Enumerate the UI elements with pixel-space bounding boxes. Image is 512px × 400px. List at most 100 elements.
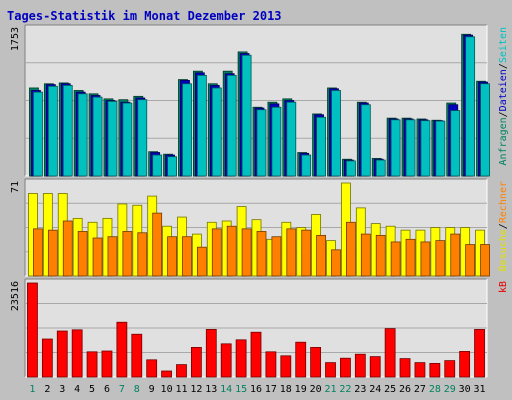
x-tick-label-day-16: 16 bbox=[250, 384, 262, 395]
bar-kb-day-22 bbox=[340, 357, 351, 378]
bar-seiten-day-9 bbox=[152, 154, 163, 177]
bar-kb-day-14 bbox=[220, 343, 232, 378]
x-tick-label-day-8: 8 bbox=[134, 384, 140, 395]
bar-seiten-day-29 bbox=[450, 110, 461, 177]
bar-rechner-day-17 bbox=[271, 236, 282, 277]
x-tick-label-day-21: 21 bbox=[324, 384, 336, 395]
x-tick-label-day-20: 20 bbox=[310, 384, 322, 395]
chart-panels: 1753 Anfragen/Dateien/Seiten 71 Besuche/Rec… bbox=[10, 24, 509, 378]
bar-rechner-day-21 bbox=[331, 249, 341, 277]
legend-entry: kB bbox=[498, 281, 509, 293]
x-tick-label-day-17: 17 bbox=[265, 384, 277, 395]
x-tick-label-day-10: 10 bbox=[161, 384, 173, 395]
bar-kb-day-10 bbox=[161, 370, 172, 378]
bar-seiten-day-28 bbox=[435, 120, 446, 177]
legend-entry: / bbox=[498, 223, 509, 229]
panel-legend: kB bbox=[498, 281, 509, 293]
bar-rechner-day-6 bbox=[107, 236, 118, 277]
bar-seiten-day-21 bbox=[331, 90, 341, 177]
bar-kb-day-29 bbox=[444, 360, 456, 378]
bar-rechner-day-30 bbox=[465, 244, 476, 277]
bar-rechner-day-28 bbox=[435, 240, 446, 277]
bar-kb-day-15 bbox=[235, 339, 247, 378]
legend-entry: / bbox=[498, 63, 509, 69]
bar-rechner-day-8 bbox=[137, 232, 148, 277]
bar-rechner-day-11 bbox=[182, 236, 192, 277]
bar-seiten-day-22 bbox=[346, 160, 356, 177]
bar-rechner-day-4 bbox=[77, 231, 88, 277]
x-tick-label-day-29: 29 bbox=[444, 384, 456, 395]
bar-seiten-day-1 bbox=[33, 91, 43, 177]
x-tick-label-day-12: 12 bbox=[190, 384, 202, 395]
bar-kb-day-21 bbox=[325, 362, 336, 378]
x-tick-label-day-30: 30 bbox=[459, 384, 471, 395]
legend-entry: Rechner bbox=[498, 181, 509, 223]
bar-seiten-day-15 bbox=[241, 54, 252, 177]
bar-kb-day-8 bbox=[131, 333, 143, 378]
bar-rechner-day-3 bbox=[62, 220, 73, 277]
bar-kb-day-11 bbox=[176, 364, 187, 378]
x-tick-label-day-18: 18 bbox=[280, 384, 292, 395]
bar-seiten-day-12 bbox=[196, 74, 207, 177]
bar-seiten-day-4 bbox=[77, 93, 88, 177]
bar-seiten-day-16 bbox=[256, 109, 267, 177]
x-tick-label-day-24: 24 bbox=[369, 384, 381, 395]
bar-seiten-day-25 bbox=[390, 119, 401, 177]
x-tick-label-day-27: 27 bbox=[414, 384, 426, 395]
x-tick-label-day-15: 15 bbox=[235, 384, 247, 395]
bar-seiten-day-30 bbox=[465, 36, 476, 177]
x-tick-label-day-25: 25 bbox=[384, 384, 396, 395]
bar-kb-day-18 bbox=[280, 355, 292, 378]
y-max-label: 71 bbox=[10, 181, 21, 193]
bar-kb-day-26 bbox=[399, 358, 411, 378]
bar-rechner-day-23 bbox=[360, 233, 371, 277]
bar-rechner-day-18 bbox=[286, 228, 297, 277]
y-max-label: 1753 bbox=[10, 27, 21, 51]
bar-seiten-day-24 bbox=[375, 159, 386, 177]
x-tick-label-day-14: 14 bbox=[220, 384, 232, 395]
y-max-label: 23516 bbox=[10, 281, 21, 311]
chart-title: Tages-Statistik im Monat Dezember 2013 bbox=[7, 9, 282, 23]
bar-kb-day-19 bbox=[295, 341, 307, 378]
bar-seiten-day-8 bbox=[137, 99, 148, 177]
bar-rechner-day-5 bbox=[92, 237, 103, 277]
x-tick-label-day-19: 19 bbox=[295, 384, 307, 395]
bar-rechner-day-15 bbox=[241, 228, 252, 277]
bar-kb-day-20 bbox=[310, 347, 322, 378]
bar-rechner-day-9 bbox=[152, 212, 163, 277]
x-tick-label-day-22: 22 bbox=[339, 384, 351, 395]
bar-rechner-day-16 bbox=[256, 231, 267, 277]
bar-kb-day-3 bbox=[56, 330, 68, 378]
bar-rechner-day-26 bbox=[405, 238, 416, 277]
bar-kb-day-31 bbox=[474, 329, 485, 378]
bar-seiten-day-23 bbox=[360, 104, 371, 177]
bar-rechner-day-29 bbox=[450, 233, 461, 277]
bar-kb-day-28 bbox=[429, 363, 441, 378]
bar-seiten-day-17 bbox=[271, 106, 282, 177]
bar-rechner-day-22 bbox=[346, 221, 356, 277]
legend-entry: / bbox=[498, 111, 509, 117]
x-tick-label-day-4: 4 bbox=[74, 384, 80, 395]
bar-seiten-day-20 bbox=[316, 116, 327, 177]
x-tick-label-day-11: 11 bbox=[175, 384, 187, 395]
panel-2: 71 Besuche/Rechner bbox=[10, 178, 509, 277]
bar-kb-day-13 bbox=[205, 329, 217, 378]
bar-kb-day-2 bbox=[41, 338, 53, 378]
bar-seiten-day-31 bbox=[480, 83, 490, 177]
bar-kb-day-23 bbox=[354, 353, 366, 378]
panel-legend: Besuche/Rechner bbox=[498, 181, 509, 271]
bar-seiten-day-11 bbox=[182, 83, 192, 177]
bar-kb-day-6 bbox=[101, 350, 113, 378]
bar-rechner-day-24 bbox=[375, 234, 386, 277]
bar-kb-day-16 bbox=[250, 331, 262, 378]
legend-entry: Anfragen bbox=[498, 117, 509, 165]
x-tick-label-day-31: 31 bbox=[474, 384, 486, 395]
bar-rechner-day-1 bbox=[33, 228, 43, 277]
bar-seiten-day-27 bbox=[420, 120, 431, 177]
panel-legend: Anfragen/Dateien/Seiten bbox=[498, 27, 509, 166]
bar-rechner-day-25 bbox=[390, 241, 401, 277]
bar-kb-day-5 bbox=[86, 351, 98, 378]
x-tick-label-day-6: 6 bbox=[104, 384, 110, 395]
bar-rechner-day-12 bbox=[196, 246, 207, 277]
